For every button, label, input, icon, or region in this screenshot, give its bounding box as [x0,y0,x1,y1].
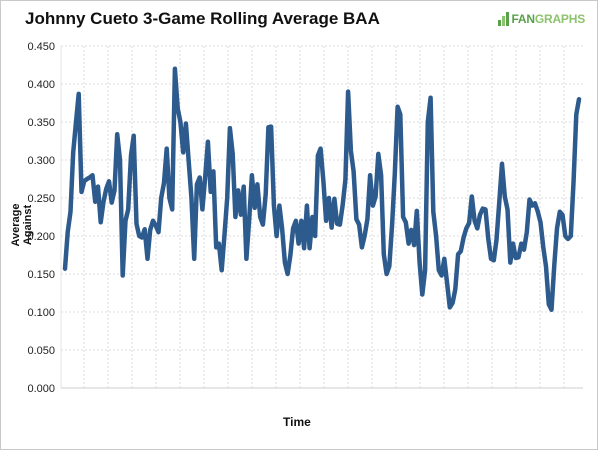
y-tick-labels: 0.000 0.050 0.100 0.150 0.200 0.250 0.300 0.350… [27,41,55,395]
series-group [62,66,582,312]
y-tick-label: 0.400 [27,79,55,91]
y-tick-label: 0.300 [27,155,55,167]
y-tick-label: 0.050 [27,345,55,357]
fangraphs-logo[interactable]: FAN GRAPHS [498,12,585,26]
series-line [62,66,582,312]
y-tick-label: 0.100 [27,307,55,319]
brand-suffix: GRAPHS [534,12,585,26]
x-axis-label: Time [283,415,311,429]
fangraphs-bars-icon [498,12,510,26]
horizontal-gridlines [61,45,583,389]
chart-title: Johnny Cueto 3-Game Rolling Average BAA [25,9,380,28]
axis-lines [60,46,583,389]
y-tick-label: 0.150 [27,269,55,281]
brand-prefix: FAN [511,12,535,26]
y-tick-label: 0.250 [27,193,55,205]
y-tick-label: 0.200 [27,231,55,243]
y-tick-label: 0.450 [27,41,55,53]
y-tick-label: 0.000 [27,383,55,395]
vertical-gridlines [83,46,565,388]
y-tick-label: 0.350 [27,117,55,129]
